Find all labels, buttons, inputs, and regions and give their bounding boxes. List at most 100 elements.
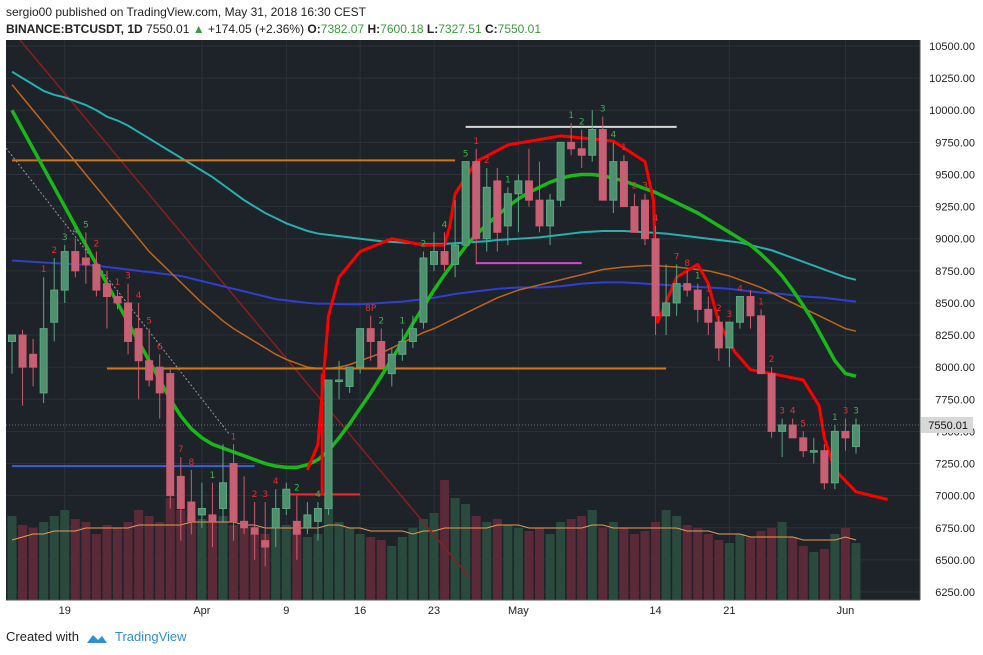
candle-body (176, 475, 185, 509)
sequence-count-label: 4 (136, 291, 142, 301)
sequence-count-label: 1 (832, 413, 838, 423)
x-tick-label: Jun (837, 605, 855, 617)
candle-body (324, 379, 333, 509)
y-tick-label: 7250.00 (935, 459, 975, 471)
sequence-count-label: 1 (231, 432, 237, 442)
candle-body (693, 289, 702, 310)
sequence-count-label: 8P (365, 304, 377, 314)
candle-body (735, 296, 744, 323)
volume-bar (207, 522, 217, 600)
volume-bar (840, 528, 850, 600)
sequence-count-label: 1 (473, 137, 479, 147)
volume-bar (429, 513, 439, 600)
sequence-count-label: 2 (716, 304, 722, 314)
candle-body (641, 199, 649, 240)
volume-bar (682, 525, 692, 600)
volume-bar (165, 498, 175, 600)
sequence-count-label: 2 (378, 317, 384, 327)
sequence-count-label: 1 (705, 285, 711, 295)
candle-body (113, 296, 122, 304)
trend-line-dotted (5, 147, 231, 436)
y-tick-label: 6250.00 (935, 587, 975, 599)
volume-bar (81, 522, 91, 600)
candle-body (197, 507, 206, 516)
volume-bar (418, 519, 428, 600)
candle-body (503, 193, 512, 227)
y-tick-label: 10250.00 (929, 73, 975, 85)
y-tick-label: 8750.00 (935, 266, 975, 278)
y-tick-label: 10000.00 (929, 105, 975, 117)
candle-body (820, 450, 829, 484)
sequence-count-label: 3 (262, 490, 268, 500)
sequence-count-label: 1 (621, 143, 627, 153)
candle-body (714, 321, 723, 349)
volume-bar (18, 525, 28, 600)
sequence-count-label: 5 (146, 317, 152, 327)
volume-bar (218, 516, 228, 600)
y-tick-label: 10500.00 (929, 41, 975, 53)
sequence-count-label: 4 (790, 407, 796, 417)
volume-bar (102, 525, 112, 600)
x-tick-label: 19 (59, 605, 71, 617)
x-tick-label: 14 (649, 605, 661, 617)
candle-body (788, 424, 797, 439)
x-tick-label: 16 (354, 605, 366, 617)
candle-body (461, 161, 470, 246)
volume-bar (598, 528, 608, 600)
candle-body (757, 315, 766, 375)
symbol[interactable]: BINANCE:BTCUSDT (6, 22, 121, 36)
volume-bar (608, 522, 618, 600)
candle-body (408, 328, 417, 342)
sequence-count-label: 3 (600, 105, 606, 115)
tradingview-link[interactable]: TradingView (114, 629, 187, 644)
candle-body (166, 373, 175, 497)
candle-body (472, 161, 481, 240)
candle-body (577, 148, 586, 156)
author[interactable]: sergio00 (6, 5, 53, 19)
volume-bar (450, 498, 460, 600)
candle-body (799, 437, 808, 452)
sequence-count-label: 6 (157, 342, 163, 352)
volume-ma-line (11, 521, 857, 541)
candle-body (567, 141, 576, 150)
last-price-tag (921, 416, 973, 433)
volume-bar (651, 522, 661, 600)
high-value: 7600.18 (380, 22, 424, 36)
last-price-tag-label: 7550.01 (928, 420, 968, 432)
candle-body (672, 283, 681, 304)
trend-line-red (19, 40, 471, 579)
volume-bar (28, 528, 38, 600)
sequence-count-label: 3 (642, 182, 648, 192)
candle-body (535, 199, 544, 227)
sequence-count-label: 5 (463, 150, 469, 160)
candle-body (335, 379, 344, 383)
volume-bar (408, 528, 418, 600)
volume-bar (197, 519, 207, 600)
volume-bar (144, 516, 154, 600)
volume-bar (113, 528, 122, 600)
volume-bar (482, 522, 492, 600)
up-triangle-icon: ▲ (192, 22, 205, 36)
candle-body (261, 540, 270, 548)
sequence-count-label: 1 (115, 278, 121, 288)
volume-bar (292, 531, 302, 600)
y-tick-label: 8500.00 (935, 298, 975, 310)
sequence-count-label: 4 (72, 227, 78, 237)
high-label: H: (367, 22, 381, 36)
sequence-count-label: 1 (695, 272, 701, 282)
x-tick-label: 21 (723, 605, 735, 617)
volume-bar (619, 528, 629, 600)
sequence-count-label: 3 (779, 407, 785, 417)
candle-body (451, 244, 460, 265)
candle-body (852, 424, 860, 448)
volume-bar (629, 534, 639, 600)
candle-body (387, 353, 396, 375)
sequence-count-label: 2 (94, 240, 100, 250)
sequence-count-label: 8 (188, 458, 194, 468)
volume-bar (767, 528, 777, 600)
sequence-count-label: 3 (62, 233, 68, 243)
candle-body (482, 186, 491, 240)
y-tick-label: 9750.00 (935, 137, 975, 149)
candle-body (493, 180, 502, 233)
